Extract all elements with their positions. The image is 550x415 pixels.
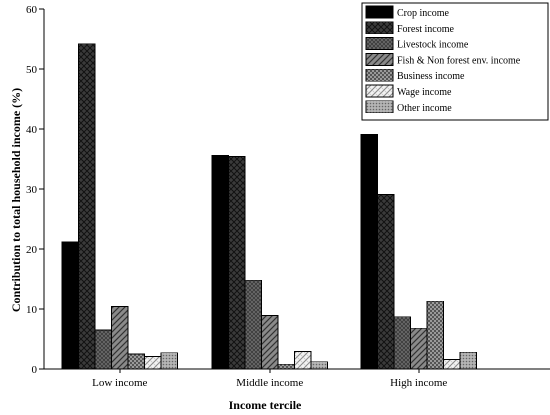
- legend-label: Other income: [397, 103, 452, 114]
- bar-light-diagonal: [144, 355, 162, 370]
- bar-checker-gray: [426, 300, 444, 370]
- bar-dotted-gray: [459, 351, 477, 370]
- bar-dotted-gray: [160, 352, 178, 370]
- y-tick-label: 60: [26, 4, 38, 16]
- bar-dotted-gray: [310, 361, 328, 370]
- bar-dense-grid-gray: [244, 279, 262, 370]
- bar-checker-gray: [127, 353, 145, 370]
- legend-swatch: [365, 100, 394, 114]
- bar-crosshatch-dark: [377, 193, 395, 370]
- bar-solid-black: [360, 133, 378, 370]
- y-tick-label: 40: [26, 124, 38, 136]
- legend-swatch: [365, 37, 394, 50]
- y-tick-label: 10: [26, 304, 38, 316]
- legend-label: Wage income: [397, 87, 452, 98]
- x-axis-ticks: Low income Middle income High income: [92, 369, 447, 389]
- y-axis-title: Contribution to total household income (…: [9, 88, 23, 312]
- legend-swatch: [365, 5, 394, 19]
- bar-crosshatch-dark: [78, 43, 96, 370]
- bar-diagonal-gray: [261, 315, 279, 370]
- x-tick-label: High income: [390, 377, 447, 389]
- y-tick-label: 30: [26, 184, 38, 196]
- bar-light-diagonal: [443, 358, 461, 370]
- legend-swatch: [365, 68, 394, 82]
- bar-series-group: [61, 43, 477, 370]
- legend: Crop income Forest income Livestock income…: [361, 2, 549, 121]
- legend-label: Crop income: [397, 8, 449, 19]
- x-tick-label: Middle income: [236, 377, 303, 389]
- bar-crosshatch-dark: [228, 156, 246, 370]
- bar-light-diagonal: [294, 351, 312, 370]
- y-tick-label: 50: [26, 64, 38, 76]
- bar-solid-black: [211, 154, 229, 370]
- bar-solid-black: [61, 241, 79, 370]
- legend-label: Fish & Non forest env. income: [397, 55, 521, 66]
- legend-label: Forest income: [397, 24, 454, 35]
- legend-label: Business income: [397, 71, 465, 82]
- legend-swatch: [365, 53, 394, 66]
- bar-diagonal-gray: [410, 327, 428, 370]
- bar-dense-grid-gray: [94, 329, 112, 370]
- bar-checker-gray: [277, 363, 295, 370]
- y-tick-label: 0: [32, 364, 38, 376]
- x-axis-title: Income tercile: [229, 398, 302, 412]
- bar-dense-grid-gray: [393, 316, 411, 370]
- legend-label: Livestock income: [397, 40, 469, 51]
- y-tick-label: 20: [26, 244, 38, 256]
- bar-diagonal-gray: [111, 306, 129, 370]
- x-tick-label: Low income: [92, 377, 147, 389]
- y-axis-ticks: 0 10 20 30 40 50 60: [26, 4, 44, 376]
- legend-swatch: [365, 84, 394, 98]
- legend-swatch: [365, 21, 394, 35]
